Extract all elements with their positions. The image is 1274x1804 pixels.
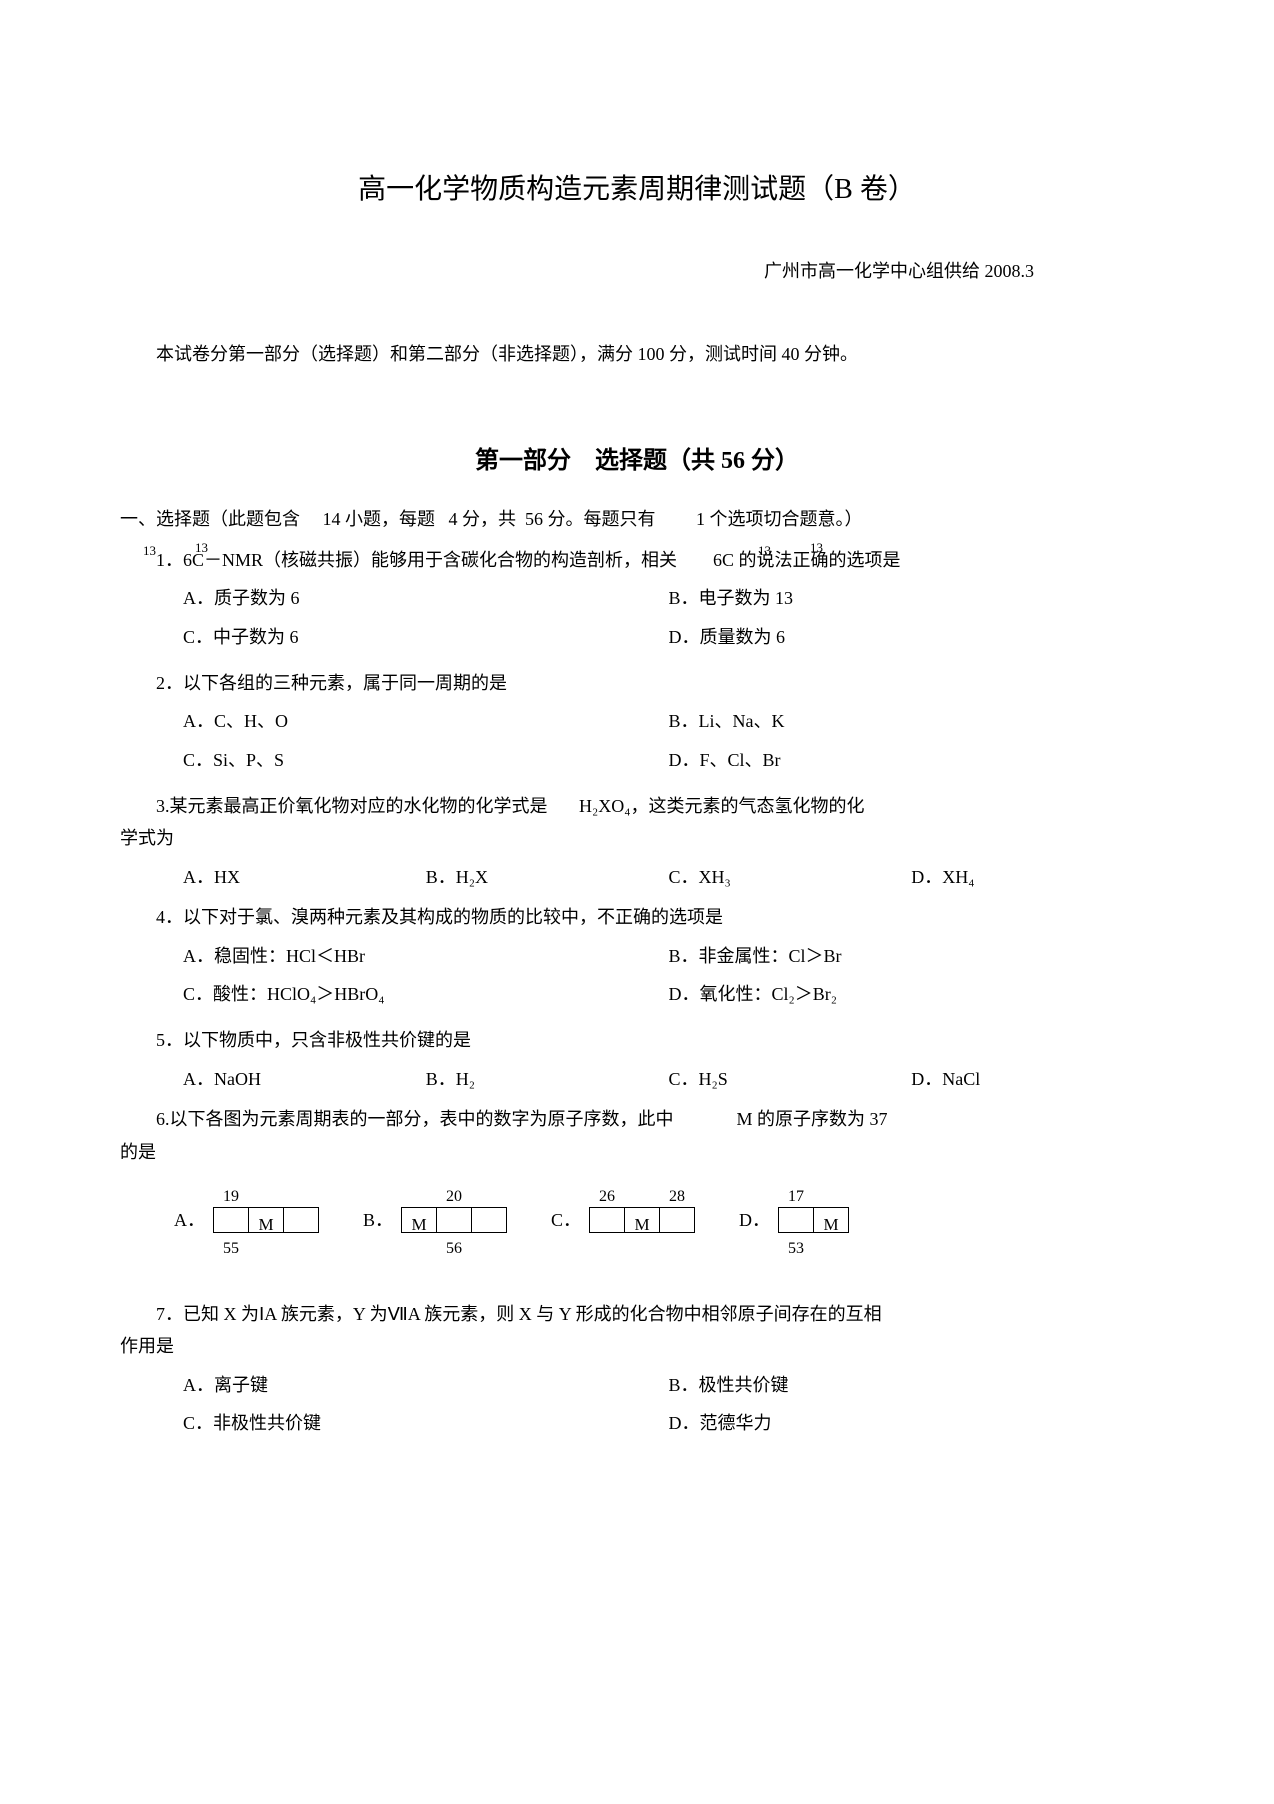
q6-b-m: M bbox=[401, 1210, 437, 1241]
q6-label-d: D． bbox=[739, 1204, 770, 1236]
q3-opt-a: A．HX bbox=[183, 861, 426, 893]
q7-opt-d: D．范德华力 bbox=[669, 1407, 1155, 1439]
q5-stem: 5．以下物质中，只含非极性共价键的是 bbox=[165, 1024, 1154, 1056]
q6-c-m: M bbox=[624, 1210, 660, 1241]
q6-table-a: A． 19 M 55 bbox=[174, 1183, 323, 1258]
q5-opt-a: A．NaOH bbox=[183, 1063, 426, 1095]
q1-opt-d: D．质量数为 6 bbox=[669, 621, 1155, 653]
q4-opt-b: B．非金属性：Cl＞Br bbox=[669, 940, 1155, 972]
question-6: 6.以下各图为元素周期表的一部分，表中的数字为原子序数，此中 M 的原子序数为 … bbox=[120, 1103, 1154, 1168]
q6-tables: A． 19 M 55 B． 20 M 56 C． 26 28 M bbox=[120, 1183, 1154, 1258]
q7-cont: 作用是 bbox=[120, 1330, 1154, 1362]
q6-label-c: C． bbox=[551, 1204, 581, 1236]
q7-options: A．离子键 B．极性共价键 C．非极性共价键 D．范德华力 bbox=[120, 1369, 1154, 1446]
q1-stem-2: 6C 的说法正确的选项是 bbox=[677, 550, 901, 570]
q6-table-d: D． 17 M 53 bbox=[739, 1183, 888, 1258]
q5-opt-b: B．H₂ bbox=[426, 1063, 669, 1095]
instr-seg-1: 一、选择题（此题包含 bbox=[120, 503, 300, 535]
q6-b-bottom: 56 bbox=[436, 1235, 472, 1264]
q5-options: A．NaOH B．H₂ C．H₂S D．NaCl bbox=[120, 1063, 1154, 1095]
q6-label-a: A． bbox=[174, 1204, 205, 1236]
q3-options: A．HX B．H₂X C．XH₃ D．XH₄ bbox=[120, 861, 1154, 893]
q4-options: A．稳固性：HCl＜HBr B．非金属性：Cl＞Br C．酸性：HClO₄＞HB… bbox=[120, 940, 1154, 1017]
q4-opt-c: C．酸性：HClO₄＞HBrO₄ bbox=[183, 978, 669, 1010]
q1-opt-c: C．中子数为 6 bbox=[183, 621, 669, 653]
question-7: 7．已知 X 为ⅠA 族元素，Y 为ⅦA 族元素，则 X 与 Y 形成的化合物中… bbox=[120, 1298, 1154, 1363]
q6-a-m: M bbox=[248, 1210, 284, 1241]
q7-opt-c: C．非极性共价键 bbox=[183, 1407, 669, 1439]
page-title: 高一化学物质构造元素周期律测试题（B 卷） bbox=[120, 165, 1154, 215]
intro-text: 本试卷分第一部分（选择题）和第二部分（非选择题），满分 100 分，测试时间 4… bbox=[120, 338, 1154, 370]
q1-opt-a: A．质子数为 6 bbox=[183, 582, 669, 614]
q1-sup-2: 13 bbox=[767, 539, 771, 562]
q5-opt-c: C．H₂S bbox=[669, 1063, 912, 1095]
instruction-block: 一、选择题（此题包含 14 小题，每题 4 分，共 56 分。每题只有 1 个选… bbox=[120, 503, 1154, 535]
q2-stem: 2．以下各组的三种元素，属于同一周期的是 bbox=[165, 667, 1154, 699]
q1-num: 1． bbox=[156, 550, 183, 570]
instr-seg-2: 14 小题，每题 bbox=[300, 503, 435, 535]
q3-stem-1: 3.某元素最高正价氧化物对应的水化物的化学式是 bbox=[156, 796, 548, 816]
q4-opt-a: A．稳固性：HCl＜HBr bbox=[183, 940, 669, 972]
q5-opt-d: D．NaCl bbox=[911, 1063, 1154, 1095]
q2-opt-b: B．Li、Na、K bbox=[669, 705, 1155, 737]
q2-opt-c: C．Si、P、S bbox=[183, 744, 669, 776]
instr-seg-4: 56 分。每题只有 bbox=[516, 503, 656, 535]
q3-opt-d: D．XH₄ bbox=[911, 861, 1154, 893]
q3-cont: 学式为 bbox=[120, 822, 1154, 854]
q6-table-b: B． 20 M 56 bbox=[363, 1183, 511, 1258]
question-3: 3.某元素最高正价氧化物对应的水化物的化学式是 H₂XO₄，这类元素的气态氢化物… bbox=[120, 790, 1154, 855]
source-line: 广州市高一化学中心组供给 2008.3 bbox=[120, 255, 1154, 287]
instr-seg-5: 1 个选项切合题意。） bbox=[656, 503, 863, 535]
q3-opt-c: C．XH₃ bbox=[669, 861, 912, 893]
instr-seg-3: 4 分，共 bbox=[435, 503, 516, 535]
q6-label-b: B． bbox=[363, 1204, 393, 1236]
q7-stem: 7．已知 X 为ⅠA 族元素，Y 为ⅦA 族元素，则 X 与 Y 形成的化合物中… bbox=[120, 1298, 1154, 1330]
q7-opt-b: B．极性共价键 bbox=[669, 1369, 1155, 1401]
q3-opt-b: B．H₂X bbox=[426, 861, 669, 893]
q4-opt-d: D．氧化性：Cl₂＞Br₂ bbox=[669, 978, 1155, 1010]
q6-cont: 的是 bbox=[120, 1136, 1154, 1168]
q4-stem: 4．以下对于氯、溴两种元素及其构成的物质的比较中，不正确的选项是 bbox=[165, 901, 1154, 933]
q2-options: A．C、H、O B．Li、Na、K C．Si、P、S D．F、Cl、Br bbox=[120, 705, 1154, 782]
q2-opt-d: D．F、Cl、Br bbox=[669, 744, 1155, 776]
q6-a-bottom: 55 bbox=[213, 1235, 249, 1264]
q6-d-bottom: 53 bbox=[778, 1235, 814, 1264]
q6-d-m: M bbox=[813, 1210, 849, 1241]
q6-stem-1: 6.以下各图为元素周期表的一部分，表中的数字为原子序数，此中 bbox=[156, 1109, 674, 1129]
q7-opt-a: A．离子键 bbox=[183, 1369, 669, 1401]
question-4: 4．以下对于氯、溴两种元素及其构成的物质的比较中，不正确的选项是 bbox=[120, 901, 1154, 933]
section-title: 第一部分 选择题（共 56 分） bbox=[120, 440, 1154, 483]
question-2: 2．以下各组的三种元素，属于同一周期的是 bbox=[120, 667, 1154, 699]
q6-stem-2: M 的原子序数为 37 bbox=[674, 1109, 888, 1129]
q2-opt-a: A．C、H、O bbox=[183, 705, 669, 737]
q1-options: A．质子数为 6 B．电子数为 13 C．中子数为 6 D．质量数为 6 bbox=[120, 582, 1154, 659]
q6-table-c: C． 26 28 M bbox=[551, 1183, 699, 1258]
q1-sup-1: 13 bbox=[152, 539, 156, 562]
q1-opt-b: B．电子数为 13 bbox=[669, 582, 1155, 614]
q1-stem-1: 6C－NMR（核磁共振）能够用于含碳化合物的构造剖析，相关 bbox=[183, 550, 677, 570]
question-5: 5．以下物质中，只含非极性共价键的是 bbox=[120, 1024, 1154, 1056]
question-1: 13 13 1．6C－NMR（核磁共振）能够用于含碳化合物的构造剖析，相关 6C… bbox=[120, 544, 1154, 576]
q3-stem-2: H₂XO₄，这类元素的气态氢化物的化 bbox=[548, 796, 865, 816]
